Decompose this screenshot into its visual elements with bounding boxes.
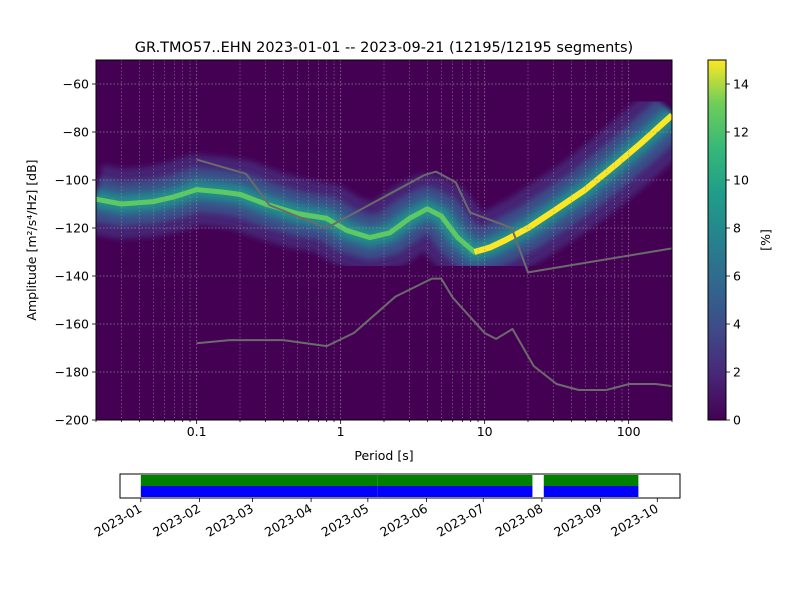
y-tick-label: −180 bbox=[55, 365, 89, 380]
x-tick-label: 10 bbox=[477, 424, 493, 439]
colorbar-label: [%] bbox=[758, 229, 773, 251]
timeline-tick-label: 2023-10 bbox=[608, 501, 661, 540]
y-tick-label: −160 bbox=[55, 317, 89, 332]
timeline-psd-bar bbox=[140, 475, 378, 486]
colorbar-tick-label: 14 bbox=[733, 77, 749, 92]
timeline-tick-label: 2023-02 bbox=[150, 501, 203, 540]
y-axis-label: Amplitude [m²/s⁴/Hz] [dB] bbox=[24, 159, 39, 320]
timeline-tick-label: 2023-06 bbox=[377, 501, 430, 540]
timeline-psd-bar bbox=[377, 475, 533, 486]
timeline-data-bar bbox=[140, 486, 378, 497]
low-noise-model-line bbox=[196, 277, 672, 391]
noise-models bbox=[196, 158, 672, 391]
timeline-tick-label: 2023-01 bbox=[92, 501, 145, 540]
colorbar-tick-label: 2 bbox=[733, 365, 741, 380]
timeline-frame bbox=[119, 473, 681, 499]
y-tick-label: −200 bbox=[55, 413, 89, 428]
timeline-data-bar bbox=[377, 486, 533, 497]
colorbar-tick-label: 0 bbox=[733, 413, 741, 428]
timeline-data-bar bbox=[543, 486, 639, 497]
y-tick-label: −140 bbox=[55, 269, 89, 284]
colorbar-tick-label: 12 bbox=[733, 125, 749, 140]
timeline-tick-label: 2023-08 bbox=[493, 501, 546, 540]
grid bbox=[96, 60, 672, 420]
x-axis-label: Period [s] bbox=[354, 448, 413, 463]
y-tick-label: −100 bbox=[55, 173, 89, 188]
y-axis-ticks: −60 −80 −100 −120 −140 −160 −180 −200 bbox=[55, 77, 96, 428]
colorbar-tick-label: 6 bbox=[733, 269, 741, 284]
high-noise-model-line bbox=[196, 158, 672, 274]
colorbar-tick-label: 8 bbox=[733, 221, 741, 236]
timeline-tick-label: 2023-05 bbox=[319, 501, 372, 540]
chart-title: GR.TMO57..EHN 2023-01-01 -- 2023-09-21 (… bbox=[135, 40, 633, 56]
colorbar-ticks: 0 2 4 6 8 10 12 14 bbox=[726, 77, 749, 428]
colorbar-tick-label: 10 bbox=[733, 173, 749, 188]
y-tick-label: −80 bbox=[63, 125, 89, 140]
x-tick-label: 1 bbox=[337, 424, 345, 439]
timeline-tick-label: 2023-07 bbox=[434, 501, 487, 540]
y-tick-label: −120 bbox=[55, 221, 89, 236]
timeline-tick-label: 2023-09 bbox=[551, 501, 604, 540]
timeline-psd-bar bbox=[543, 475, 639, 486]
timeline-ticks: 2023-01 2023-02 2023-03 2023-04 2023-05 2023-… bbox=[92, 498, 661, 540]
x-tick-label: 0.1 bbox=[187, 424, 207, 439]
timeline-tick-label: 2023-03 bbox=[203, 501, 256, 540]
psd-density bbox=[96, 89, 672, 287]
timeline-coverage bbox=[140, 475, 639, 497]
x-axis-ticks: 0.1 1 10 100 bbox=[95, 420, 673, 439]
colorbar-tick-label: 4 bbox=[733, 317, 741, 332]
colorbar bbox=[707, 59, 727, 421]
x-tick-label: 100 bbox=[617, 424, 641, 439]
timeline-tick-label: 2023-04 bbox=[262, 501, 315, 540]
y-tick-label: −60 bbox=[63, 77, 89, 92]
